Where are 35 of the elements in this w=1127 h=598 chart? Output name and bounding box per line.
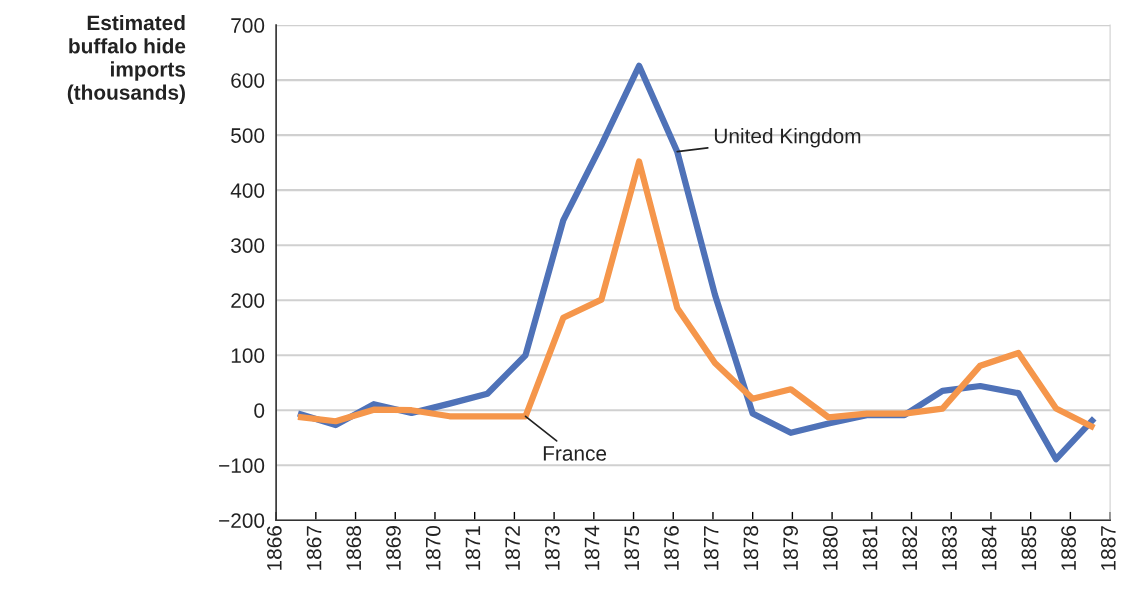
x-tick-label: 1867 [306, 526, 322, 570]
y-axis-title: Estimated buffalo hide imports (thousands) [67, 14, 186, 104]
x-tick-label: 1874 [584, 525, 600, 570]
x-tick-label: 1884 [981, 525, 997, 570]
y-tick-label: −100 [219, 458, 265, 473]
x-tick-label: 1876 [664, 526, 679, 570]
x-tick-label: 1883 [942, 526, 957, 570]
y-tick-label: 200 [231, 293, 265, 308]
x-tick-label: 1872 [505, 526, 520, 570]
y-tick-label: 400 [230, 183, 265, 198]
x-tick-label: 1868 [346, 526, 362, 570]
x-tick-label: 1881 [862, 526, 878, 570]
x-tick-label: 1875 [624, 525, 640, 570]
y-tick-label: 500 [231, 128, 265, 143]
x-tick-label: 1886 [1061, 526, 1076, 570]
y-tick-label: 600 [231, 73, 265, 88]
x-tick-label: 1882 [902, 526, 918, 570]
x-tick-label: 1877 [703, 526, 719, 570]
y-tick-label: 300 [231, 238, 265, 253]
y-tick-label: 700 [231, 18, 265, 33]
x-tick-label: 1887 [1100, 526, 1116, 570]
x-tick-label: 1880 [822, 525, 838, 570]
x-tick-label: 1870 [425, 525, 441, 570]
y-tick-label: −200 [219, 513, 265, 529]
x-tick-label: 1866 [266, 526, 282, 570]
x-tick-label: 1873 [544, 526, 560, 570]
series-label: France [543, 446, 607, 461]
x-tick-label: 1878 [743, 526, 759, 570]
x-tick-label: 1869 [386, 526, 401, 570]
series-label: United Kingdom [714, 128, 861, 148]
x-tick-label: 1871 [465, 526, 481, 570]
y-tick-label: 0 [254, 403, 265, 418]
y-tick-label: 100 [231, 348, 265, 363]
x-tick-label: 1879 [783, 526, 798, 570]
x-tick-label: 1885 [1021, 525, 1037, 570]
